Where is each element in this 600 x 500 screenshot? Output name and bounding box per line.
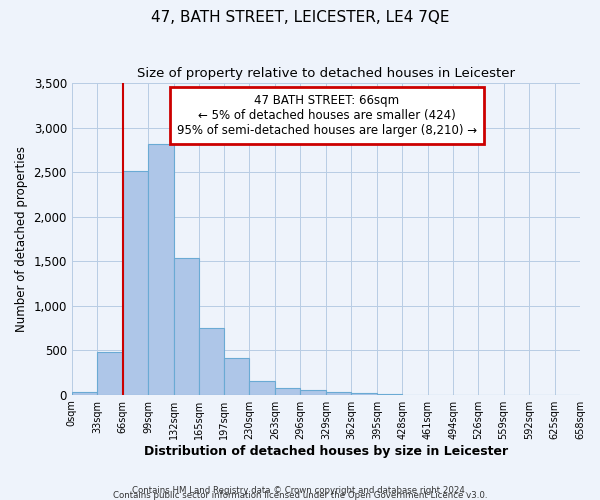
Text: 47 BATH STREET: 66sqm
← 5% of detached houses are smaller (424)
95% of semi-deta: 47 BATH STREET: 66sqm ← 5% of detached h…	[176, 94, 477, 136]
Bar	[250, 381, 275, 394]
Bar	[326, 392, 352, 394]
X-axis label: Distribution of detached houses by size in Leicester: Distribution of detached houses by size …	[144, 444, 508, 458]
Bar	[97, 352, 123, 395]
Bar	[275, 388, 301, 394]
Bar	[224, 358, 250, 395]
Bar	[301, 390, 326, 394]
Text: 47, BATH STREET, LEICESTER, LE4 7QE: 47, BATH STREET, LEICESTER, LE4 7QE	[151, 10, 449, 25]
Bar	[174, 258, 199, 394]
Text: Contains HM Land Registry data © Crown copyright and database right 2024.: Contains HM Land Registry data © Crown c…	[132, 486, 468, 495]
Text: Contains public sector information licensed under the Open Government Licence v3: Contains public sector information licen…	[113, 490, 487, 500]
Bar	[148, 144, 174, 394]
Bar	[72, 392, 97, 394]
Title: Size of property relative to detached houses in Leicester: Size of property relative to detached ho…	[137, 68, 515, 80]
Bar	[123, 171, 148, 394]
Y-axis label: Number of detached properties: Number of detached properties	[15, 146, 28, 332]
Bar	[199, 328, 224, 394]
